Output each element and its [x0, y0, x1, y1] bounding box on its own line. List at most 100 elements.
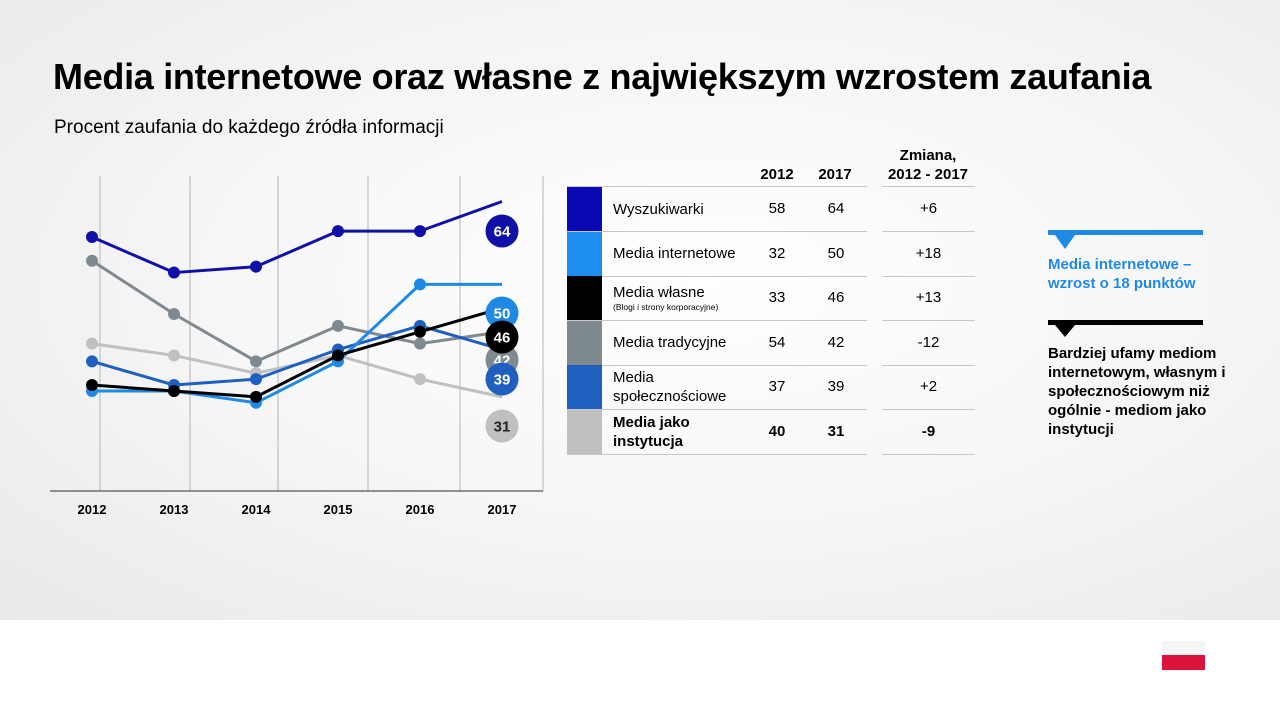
end-label-50: 50 — [494, 306, 511, 323]
data-point-0-3 — [332, 225, 344, 238]
row-label: Media własne (Blogi i strony korporacyjne… — [613, 276, 763, 320]
row-color-swatch — [567, 187, 602, 231]
table-row: Media społecznościowe 37 39 — [567, 365, 867, 410]
row-change-value: -12 — [882, 321, 975, 366]
data-point-5-4 — [414, 325, 426, 338]
row-color-swatch — [567, 320, 602, 365]
end-label-39: 39 — [494, 372, 511, 389]
row-value-2012: 40 — [768, 422, 786, 440]
row-value-2012: 54 — [768, 333, 786, 351]
data-point-5-0 — [86, 379, 98, 392]
x-tick-label-2016: 2016 — [406, 502, 435, 517]
data-point-2-1 — [168, 349, 180, 362]
row-label-sub: (Blogi i strony korporacyjne) — [613, 302, 719, 312]
callout-pointer-blue — [1055, 235, 1075, 249]
row-change-value: +6 — [882, 187, 975, 232]
row-label-main: Media tradycyjne — [613, 334, 727, 351]
table-top-rule — [567, 186, 867, 187]
data-point-1-0 — [86, 254, 98, 267]
table-header-2012: 2012 — [760, 166, 794, 183]
series-line-3 — [91, 324, 503, 387]
row-value-2012: 37 — [768, 378, 786, 395]
data-point-5-3 — [332, 349, 344, 362]
x-tick-label-2014: 2014 — [242, 502, 272, 517]
data-point-0-4 — [414, 225, 426, 238]
end-label-dot-46 — [485, 320, 519, 354]
table-row: Wyszukiwarki 58 64 — [567, 187, 867, 232]
end-label-64: 64 — [494, 224, 511, 241]
row-value-2012: 32 — [768, 244, 786, 262]
data-point-3-0 — [86, 355, 98, 368]
row-label: Media społecznościowe — [613, 365, 763, 409]
row-change-value: +13 — [882, 276, 975, 321]
row-value-2017: 64 — [827, 200, 845, 217]
row-value-2017: 31 — [827, 422, 845, 440]
table-header-change-2: 2012 - 2017 — [887, 166, 969, 183]
series-line-1 — [91, 259, 503, 363]
data-point-4-4 — [414, 278, 426, 291]
row-value-2012: 33 — [768, 289, 786, 306]
data-point-1-2 — [250, 355, 262, 368]
row-label-main: Media jako instytucja — [613, 413, 690, 450]
table-header-change-1: Zmiana, — [899, 147, 957, 164]
page-title: Media internetowe oraz własne z najwięks… — [53, 56, 1152, 97]
data-point-2-0 — [86, 337, 98, 350]
data-point-2-4 — [414, 373, 426, 386]
row-color-swatch — [567, 365, 602, 409]
row-change-value: -9 — [882, 410, 975, 455]
slide-background — [0, 0, 1280, 620]
page-subtitle: Procent zaufania do każdego źródła infor… — [54, 117, 444, 138]
callout-bar-blue — [1048, 230, 1203, 235]
end-label-dot-39 — [485, 362, 519, 396]
table-row: Media tradycyjne 54 42 — [567, 320, 867, 366]
data-point-3-2 — [250, 373, 262, 386]
end-label-dot-64 — [485, 214, 519, 248]
row-color-swatch — [567, 409, 602, 454]
flag-white-stripe — [1162, 641, 1205, 655]
table-row: Media jako instytucja 40 31 — [567, 409, 867, 455]
x-tick-label-2015: 2015 — [324, 502, 353, 517]
data-point-1-1 — [168, 308, 180, 320]
row-label: Media tradycyjne — [613, 321, 763, 365]
row-color-swatch — [567, 231, 602, 276]
callout-bar-black — [1048, 320, 1203, 325]
x-tick-label-2017: 2017 — [488, 502, 517, 517]
data-point-5-2 — [250, 390, 262, 403]
row-value-2017: 50 — [827, 244, 845, 262]
data-point-1-4 — [414, 337, 426, 350]
callout-text-black: Bardziej ufamy mediom internetowym, włas… — [1048, 345, 1226, 438]
row-label: Media internetowe — [613, 232, 763, 276]
data-point-1-3 — [332, 319, 344, 332]
table-row: Media własne (Blogi i strony korporacyjne… — [567, 276, 867, 321]
row-color-swatch — [567, 276, 602, 320]
x-tick-label-2013: 2013 — [160, 502, 189, 517]
row-value-2012: 58 — [768, 200, 786, 217]
row-label: Wyszukiwarki — [613, 187, 763, 231]
data-point-0-1 — [168, 266, 180, 279]
poland-flag — [1162, 641, 1205, 670]
end-label-46: 46 — [494, 330, 511, 347]
table-top-rule-change — [882, 186, 975, 187]
end-label-dot-50 — [485, 296, 519, 330]
table-row: Media internetowe 32 50 — [567, 231, 867, 277]
data-point-5-1 — [168, 384, 180, 397]
row-label-main: Media internetowe — [613, 245, 736, 262]
x-tick-label-2012: 2012 — [78, 502, 107, 517]
data-point-0-0 — [86, 231, 98, 244]
series-line-0 — [91, 200, 503, 275]
row-change-value: +2 — [882, 365, 975, 410]
end-label-dot-31 — [485, 409, 519, 443]
row-value-2017: 46 — [827, 289, 845, 306]
data-point-0-2 — [250, 260, 262, 273]
table-header-2017: 2017 — [818, 166, 852, 183]
row-label-main: Wyszukiwarki — [613, 200, 704, 218]
end-label-31: 31 — [494, 419, 511, 436]
row-value-2017: 42 — [827, 333, 845, 351]
series-line-5 — [91, 306, 503, 399]
flag-red-stripe — [1162, 655, 1205, 670]
callout-pointer-black — [1055, 325, 1075, 337]
callout-text-blue: Media internetowe – wzrost o 18 punktów — [1048, 256, 1196, 292]
row-label-main: Media własne — [613, 284, 705, 301]
row-change-value: +18 — [882, 232, 975, 277]
row-label: Media jako instytucja — [613, 410, 763, 454]
